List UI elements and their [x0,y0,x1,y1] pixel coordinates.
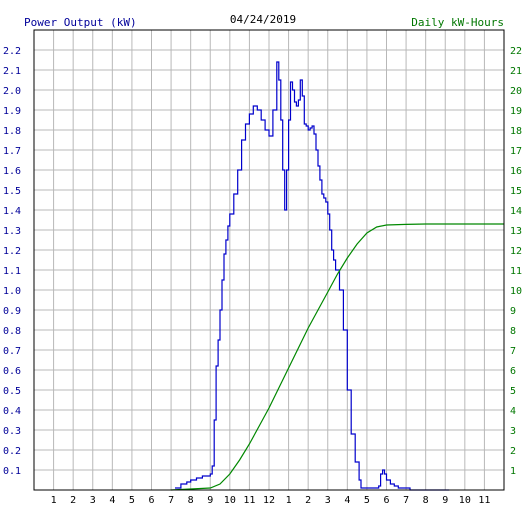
right-tick-label: 10 [510,286,522,297]
right-tick-label: 20 [510,86,522,97]
left-tick-label: 2.0 [3,86,21,97]
right-tick-label: 12 [510,246,522,257]
right-tick-label: 16 [510,166,522,177]
x-tick-label: 3 [325,495,331,506]
grid [34,30,504,490]
right-tick-label: 6 [510,366,516,377]
x-tick-label: 10 [224,495,236,506]
series-lines [171,61,504,491]
x-tick-label: 7 [168,495,174,506]
right-tick-label: 4 [510,406,516,417]
x-tick-label: 4 [109,495,115,506]
right-tick-label: 14 [510,206,522,217]
x-tick-label: 5 [364,495,370,506]
x-tick-label: 10 [459,495,471,506]
right-tick-label: 8 [510,326,516,337]
left-tick-label: 1.0 [3,286,21,297]
right-tick-label: 22 [510,46,522,57]
x-tick-label: 4 [344,495,350,506]
x-tick-label: 7 [403,495,409,506]
x-tick-label: 9 [442,495,448,506]
x-tick-label: 11 [478,495,490,506]
x-tick-label: 3 [90,495,96,506]
left-tick-label: 0.8 [3,326,21,337]
left-tick-label: 1.7 [3,146,21,157]
x-tick-label: 2 [70,495,76,506]
left-tick-label: 1.3 [3,226,21,237]
left-tick-label: 0.6 [3,366,21,377]
x-tick-label: 8 [423,495,429,506]
left-tick-label: 1.8 [3,126,21,137]
left-tick-label: 2.1 [3,66,21,77]
right-tick-label: 11 [510,266,522,277]
right-tick-label: 7 [510,346,516,357]
left-tick-label: 0.3 [3,426,21,437]
x-tick-label: 11 [243,495,255,506]
x-tick-label: 12 [263,495,275,506]
left-axis-ticks: 0.1 0.2 0.3 0.4 0.5 0.6 0.7 0.8 0.9 1.0 1.1 1.2 1.3 1… [3,46,21,477]
left-tick-label: 0.4 [3,406,21,417]
x-tick-label: 6 [148,495,154,506]
left-tick-label: 1.5 [3,186,21,197]
x-tick-label: 9 [207,495,213,506]
left-tick-label: 1.6 [3,166,21,177]
right-tick-label: 9 [510,306,516,317]
right-tick-label: 19 [510,106,522,117]
left-tick-label: 0.5 [3,386,21,397]
left-axis-label: Power Output (kW) [24,16,137,29]
left-tick-label: 1.2 [3,246,21,257]
right-tick-label: 13 [510,226,522,237]
x-tick-label: 6 [383,495,389,506]
right-tick-label: 15 [510,186,522,197]
right-tick-label: 3 [510,426,516,437]
x-tick-label: 5 [129,495,135,506]
chart-title: 04/24/2019 [230,13,296,26]
left-tick-label: 1.4 [3,206,21,217]
left-tick-label: 0.2 [3,446,21,457]
left-tick-label: 1.1 [3,266,21,277]
left-tick-label: 2.2 [3,46,21,57]
x-tick-label: 8 [188,495,194,506]
right-tick-label: 2 [510,446,516,457]
x-tick-label: 1 [286,495,292,506]
power-output-line [175,61,450,491]
left-tick-label: 1.9 [3,106,21,117]
left-tick-label: 0.1 [3,466,21,477]
daily-kwh-line [171,223,504,491]
right-tick-label: 17 [510,146,522,157]
right-tick-label: 1 [510,466,516,477]
right-tick-label: 18 [510,126,522,137]
right-tick-label: 21 [510,66,522,77]
x-axis-ticks: 1 2 3 4 5 6 7 8 9 10 11 12 1 2 3 4 5 6 7 8 9 10 11 [51,495,491,506]
right-tick-label: 5 [510,386,516,397]
x-tick-label: 2 [305,495,311,506]
left-tick-label: 0.7 [3,346,21,357]
x-tick-label: 1 [51,495,57,506]
right-axis-label: Daily kW-Hours [411,16,504,29]
left-tick-label: 0.9 [3,306,21,317]
plot-border [33,29,505,491]
